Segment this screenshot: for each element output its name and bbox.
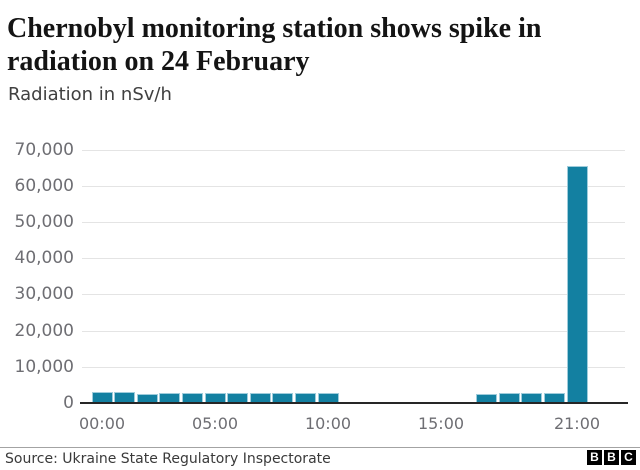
bar-19:00 bbox=[521, 393, 542, 403]
gridline-10000 bbox=[82, 367, 625, 368]
bar-09:00 bbox=[295, 393, 316, 403]
bar-20:00 bbox=[544, 393, 565, 403]
bbc-logo-block-c: C bbox=[621, 450, 636, 465]
bbc-logo-block-b: B bbox=[604, 450, 619, 465]
gridline-40000 bbox=[82, 258, 625, 259]
y-axis-tick-label: 40,000 bbox=[14, 248, 74, 268]
chart-title: Chernobyl monitoring station shows spike… bbox=[7, 12, 635, 78]
bar-17:00 bbox=[476, 394, 497, 403]
footer-divider bbox=[0, 447, 640, 448]
gridline-30000 bbox=[82, 294, 625, 295]
x-axis-tick-label-0500: 05:00 bbox=[191, 414, 239, 433]
bar-04:00 bbox=[182, 393, 203, 403]
bar-03:00 bbox=[159, 393, 180, 403]
x-axis-line bbox=[80, 402, 628, 404]
bar-06:00 bbox=[227, 393, 248, 403]
chart-subtitle: Radiation in nSv/h bbox=[8, 84, 172, 105]
y-axis-tick-label: 50,000 bbox=[14, 212, 74, 232]
chart-title-line2: radiation on 24 February bbox=[7, 46, 310, 77]
source-attribution: Source: Ukraine State Regulatory Inspect… bbox=[5, 451, 331, 467]
y-axis-tick-label: 30,000 bbox=[14, 284, 74, 304]
bbc-logo-block-b: B bbox=[587, 450, 602, 465]
gridline-60000 bbox=[82, 186, 625, 187]
bar-07:00 bbox=[250, 393, 271, 403]
bar-05:00 bbox=[205, 393, 226, 403]
x-axis-tick-label-1500: 15:00 bbox=[417, 414, 465, 433]
y-axis-tick-label: 70,000 bbox=[14, 140, 74, 160]
gridline-20000 bbox=[82, 331, 625, 332]
bar-21:00 bbox=[567, 166, 588, 403]
y-axis-tick-label: 20,000 bbox=[14, 321, 74, 341]
x-axis-tick-label-0000: 00:00 bbox=[78, 414, 126, 433]
bar-10:00 bbox=[318, 393, 339, 403]
y-axis-tick-label: 10,000 bbox=[14, 357, 74, 377]
bar-18:00 bbox=[499, 393, 520, 403]
bar-02:00 bbox=[137, 394, 158, 403]
bar-00:00 bbox=[92, 392, 113, 403]
bar-01:00 bbox=[114, 392, 135, 403]
y-axis-tick-label: 60,000 bbox=[14, 176, 74, 196]
gridline-50000 bbox=[82, 222, 625, 223]
bar-08:00 bbox=[272, 393, 293, 403]
gridline-70000 bbox=[82, 150, 625, 151]
x-axis-tick-label-1000: 10:00 bbox=[304, 414, 352, 433]
y-axis-tick-label: 0 bbox=[63, 393, 74, 413]
x-axis-tick-label-2100: 21:00 bbox=[553, 414, 601, 433]
chart-title-line1: Chernobyl monitoring station shows spike… bbox=[7, 13, 542, 44]
